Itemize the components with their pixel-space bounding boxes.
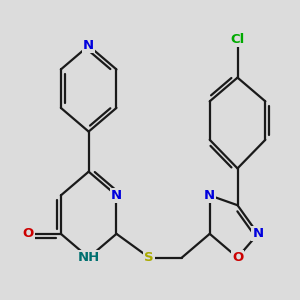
Text: N: N [111,189,122,202]
Text: NH: NH [77,251,100,264]
Text: N: N [83,39,94,52]
Text: N: N [204,189,215,202]
Text: Cl: Cl [230,33,244,46]
Text: O: O [232,251,243,264]
Text: N: N [252,227,263,240]
Text: O: O [22,227,34,240]
Text: S: S [144,251,154,264]
